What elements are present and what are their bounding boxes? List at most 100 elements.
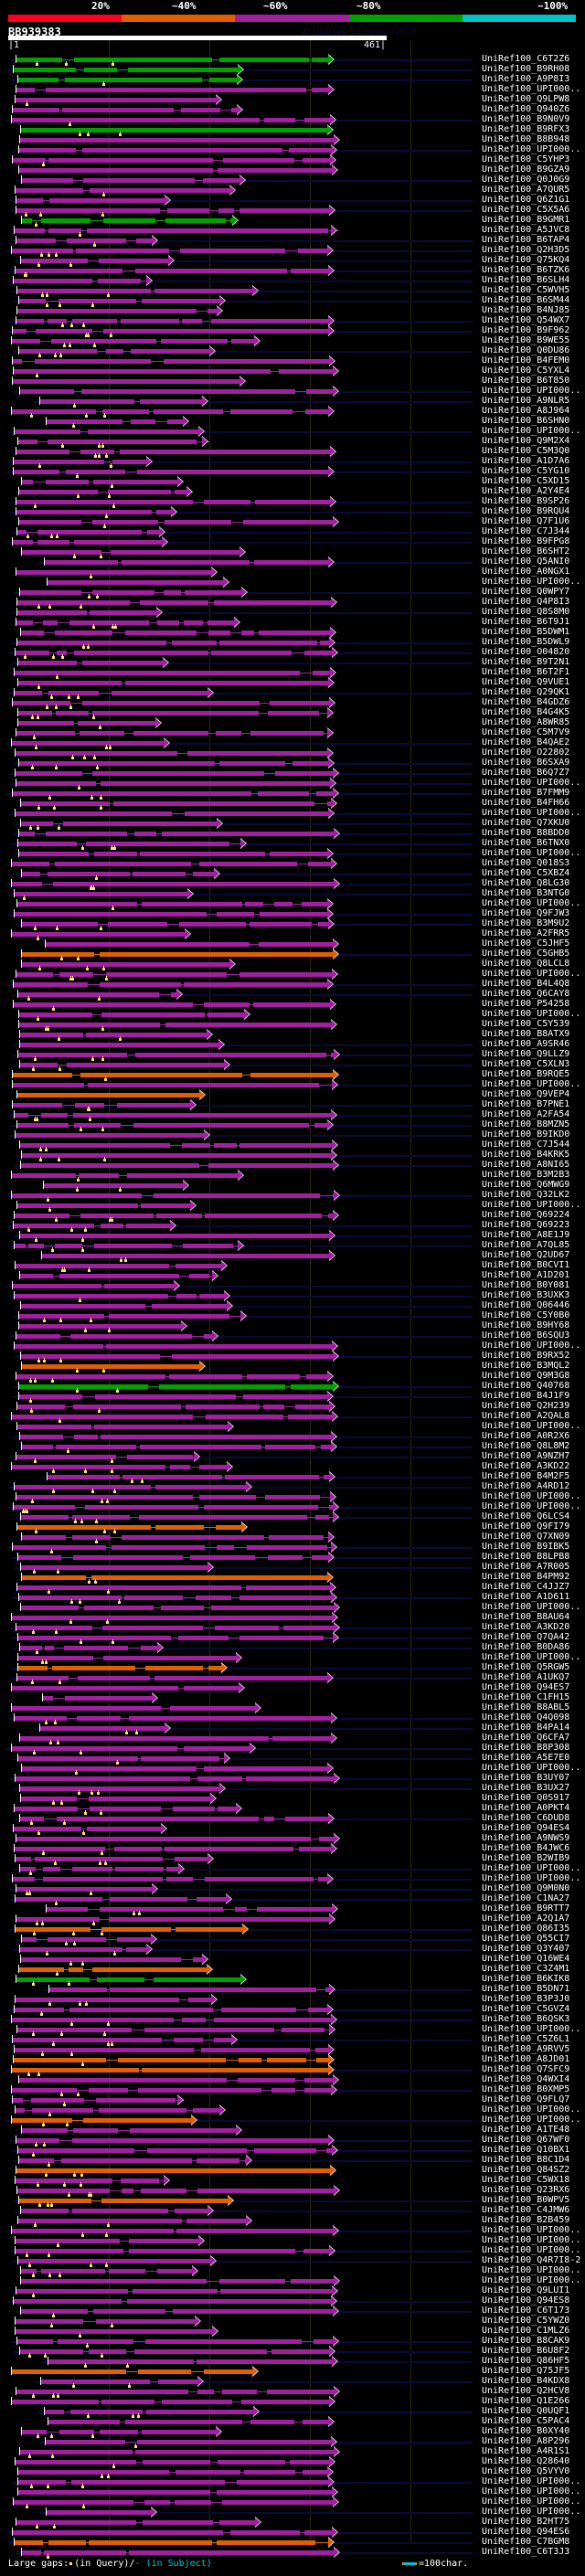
hit-label[interactable]: UniRef100_B6Q7Z7	[482, 768, 570, 778]
hit-row[interactable]: UniRef100_C5YXL4	[0, 366, 585, 377]
hit-row[interactable]: UniRef100_O04820	[0, 647, 585, 659]
hit-row[interactable]: UniRef100_Q9M2X4	[0, 436, 585, 448]
hit-row[interactable]: UniRef100_Q4P8I3	[0, 597, 585, 609]
hit-row[interactable]: UniRef100_C7J544	[0, 1140, 585, 1151]
hit-row[interactable]: UniRef100_B9IBK5	[0, 1542, 585, 1553]
hit-row[interactable]: UniRef100_A8JD01	[0, 2054, 585, 2066]
hit-row[interactable]: UniRef100_B6TAP4	[0, 235, 585, 247]
hit-row[interactable]: UniRef100_Q7SFC9	[0, 2064, 585, 2076]
hit-label[interactable]: UniRef100_A3KD22	[482, 1461, 570, 1471]
hit-row[interactable]: UniRef100_B3M2B3	[0, 1170, 585, 1182]
hit-label[interactable]: UniRef100_B3M2B3	[482, 1170, 570, 1180]
hit-label[interactable]: UniRef100_UPI000..	[482, 1602, 581, 1612]
hit-label[interactable]: UniRef100_UPI000..	[482, 778, 581, 788]
hit-row[interactable]: UniRef100_Q7XKU0	[0, 818, 585, 830]
hit-label[interactable]: UniRef100_C4JJZ7	[482, 1582, 570, 1592]
hit-row[interactable]: UniRef100_B8B948	[0, 134, 585, 145]
hit-label[interactable]: UniRef100_Q8S8M0	[482, 607, 570, 617]
hit-row[interactable]: UniRef100_Q6MWG9	[0, 1180, 585, 1192]
hit-row[interactable]: UniRef100_B5DWL9	[0, 637, 585, 649]
hit-label[interactable]: UniRef100_B8AU64	[482, 1612, 570, 1622]
hit-row[interactable]: UniRef100_B9RX52	[0, 1351, 585, 1362]
hit-label[interactable]: UniRef100_Q9FJW3	[482, 908, 570, 918]
hit-row[interactable]: UniRef100_UPI000..	[0, 1602, 585, 1613]
hit-label[interactable]: UniRef100_Q6MWG9	[482, 1180, 570, 1190]
hit-label[interactable]: UniRef100_A9RVV5	[482, 2044, 570, 2054]
hit-label[interactable]: UniRef100_Q40768	[482, 1381, 570, 1391]
hit-row[interactable]: UniRef100_Q6CFA7	[0, 1733, 585, 1744]
hit-label[interactable]: UniRef100_B0WPV5	[482, 2195, 570, 2205]
hit-label[interactable]: UniRef100_C5YWZ0	[482, 2316, 570, 2326]
hit-row[interactable]: UniRef100_B4PA14	[0, 1723, 585, 1734]
hit-row[interactable]: UniRef100_Q6LCS4	[0, 1511, 585, 1523]
hit-label[interactable]: UniRef100_B9WE55	[482, 335, 570, 345]
hit-row[interactable]: UniRef100_Q0DU86	[0, 345, 585, 357]
hit-row[interactable]: UniRef100_Q06446	[0, 1300, 585, 1311]
hit-row[interactable]: UniRef100_B0DA86	[0, 1642, 585, 1654]
hit-label[interactable]: UniRef100_UPI000..	[482, 2115, 581, 2125]
hit-label[interactable]: UniRef100_B6SHN0	[482, 416, 570, 426]
hit-row[interactable]: UniRef100_Q8LG30	[0, 878, 585, 890]
hit-row[interactable]: UniRef100_A3KD20	[0, 1622, 585, 1634]
hit-label[interactable]: UniRef100_Q0DU86	[482, 345, 570, 355]
hit-row[interactable]: UniRef100_Q94ES7	[0, 1682, 585, 1693]
hit-row[interactable]: UniRef100_A9P8I3	[0, 74, 585, 86]
hit-label[interactable]: UniRef100_B4FEM0	[482, 355, 570, 366]
hit-label[interactable]: UniRef100_Q32LK2	[482, 1190, 570, 1200]
hit-label[interactable]: UniRef100_B4PM92	[482, 1572, 570, 1582]
hit-label[interactable]: UniRef100_Q94ES4	[482, 1823, 570, 1833]
hit-label[interactable]: UniRef100_B8ATX9	[482, 1029, 570, 1039]
hit-label[interactable]: UniRef100_Q2UD67	[482, 1250, 570, 1260]
hit-label[interactable]: UniRef100_Q75JF5	[482, 2366, 570, 2376]
hit-row[interactable]: UniRef100_Q69224	[0, 1210, 585, 1222]
hit-row[interactable]: UniRef100_UPI000..	[0, 2245, 585, 2257]
hit-row[interactable]: UniRef100_Q32LK2	[0, 1190, 585, 1202]
hit-row[interactable]: UniRef100_A1D7A6	[0, 456, 585, 468]
hit-row[interactable]: UniRef100_B6T850	[0, 376, 585, 387]
hit-row[interactable]: UniRef100_B4FH66	[0, 798, 585, 810]
hit-label[interactable]: UniRef100_Q9FI79	[482, 1521, 570, 1532]
hit-row[interactable]: UniRef100_B6SXA9	[0, 758, 585, 769]
hit-row[interactable]: UniRef100_Q75JF5	[0, 2366, 585, 2377]
hit-label[interactable]: UniRef100_Q0UQF1	[482, 2406, 570, 2416]
hit-label[interactable]: UniRef100_A7QL85	[482, 1240, 570, 1250]
hit-row[interactable]: UniRef100_B7FMM9	[0, 788, 585, 800]
hit-row[interactable]: UniRef100_Q28640	[0, 2456, 585, 2468]
hit-label[interactable]: UniRef100_A8WR85	[482, 717, 570, 727]
hit-row[interactable]: UniRef100_B4J1F9	[0, 1391, 585, 1403]
hit-label[interactable]: UniRef100_Q5RGW5	[482, 1662, 570, 1672]
hit-row[interactable]: UniRef100_Q0J0G9	[0, 175, 585, 186]
hit-row[interactable]: UniRef100_B6U8F2	[0, 2346, 585, 2358]
hit-row[interactable]: UniRef100_B5DWM1	[0, 627, 585, 638]
hit-label[interactable]: UniRef100_Q9VUE1	[482, 677, 570, 687]
hit-row[interactable]: UniRef100_Q8LCL8	[0, 959, 585, 970]
hit-row[interactable]: UniRef100_Q6CAY8	[0, 989, 585, 1001]
hit-label[interactable]: UniRef100_UPI000..	[482, 386, 581, 396]
hit-row[interactable]: UniRef100_UPI000..	[0, 2275, 585, 2286]
hit-row[interactable]: UniRef100_B8AU64	[0, 1612, 585, 1624]
hit-row[interactable]: UniRef100_Q6Z1G1	[0, 195, 585, 206]
hit-label[interactable]: UniRef100_Q0J0G9	[482, 175, 570, 185]
hit-row[interactable]: UniRef100_UPI000..	[0, 1491, 585, 1503]
hit-label[interactable]: UniRef100_Q6CAY8	[482, 989, 570, 999]
hit-row[interactable]: UniRef100_A9NWS9	[0, 1833, 585, 1844]
hit-label[interactable]: UniRef100_Q69224	[482, 1210, 570, 1220]
hit-label[interactable]: UniRef100_B9FPG8	[482, 536, 570, 546]
hit-label[interactable]: UniRef100_UPI000..	[482, 1200, 581, 1210]
hit-row[interactable]: UniRef100_B3UXK3	[0, 1290, 585, 1302]
hit-row[interactable]: UniRef100_C5M3Q0	[0, 446, 585, 458]
hit-row[interactable]: UniRef100_B0Y081	[0, 1280, 585, 1291]
hit-row[interactable]: UniRef100_B3NTG0	[0, 888, 585, 900]
hit-row[interactable]: UniRef100_Q0UQF1	[0, 2406, 585, 2418]
hit-row[interactable]: UniRef100_B3UY07	[0, 1773, 585, 1784]
hit-row[interactable]: UniRef100_UPI000..	[0, 1652, 585, 1664]
hit-label[interactable]: UniRef100_UPI000..	[482, 848, 581, 858]
hit-row[interactable]: UniRef100_Q9M0N0	[0, 1883, 585, 1895]
hit-row[interactable]: UniRef100_B6KIK8	[0, 1974, 585, 1986]
hit-label[interactable]: UniRef100_B6TNX0	[482, 838, 570, 848]
hit-row[interactable]: UniRef100_Q9LPW8	[0, 94, 585, 106]
hit-row[interactable]: UniRef100_A7R005	[0, 1562, 585, 1574]
hit-row[interactable]: UniRef100_B6QSK3	[0, 2014, 585, 2026]
hit-row[interactable]: UniRef100_UPI000..	[0, 2507, 585, 2518]
hit-row[interactable]: UniRef100_B8LPB8	[0, 1552, 585, 1563]
